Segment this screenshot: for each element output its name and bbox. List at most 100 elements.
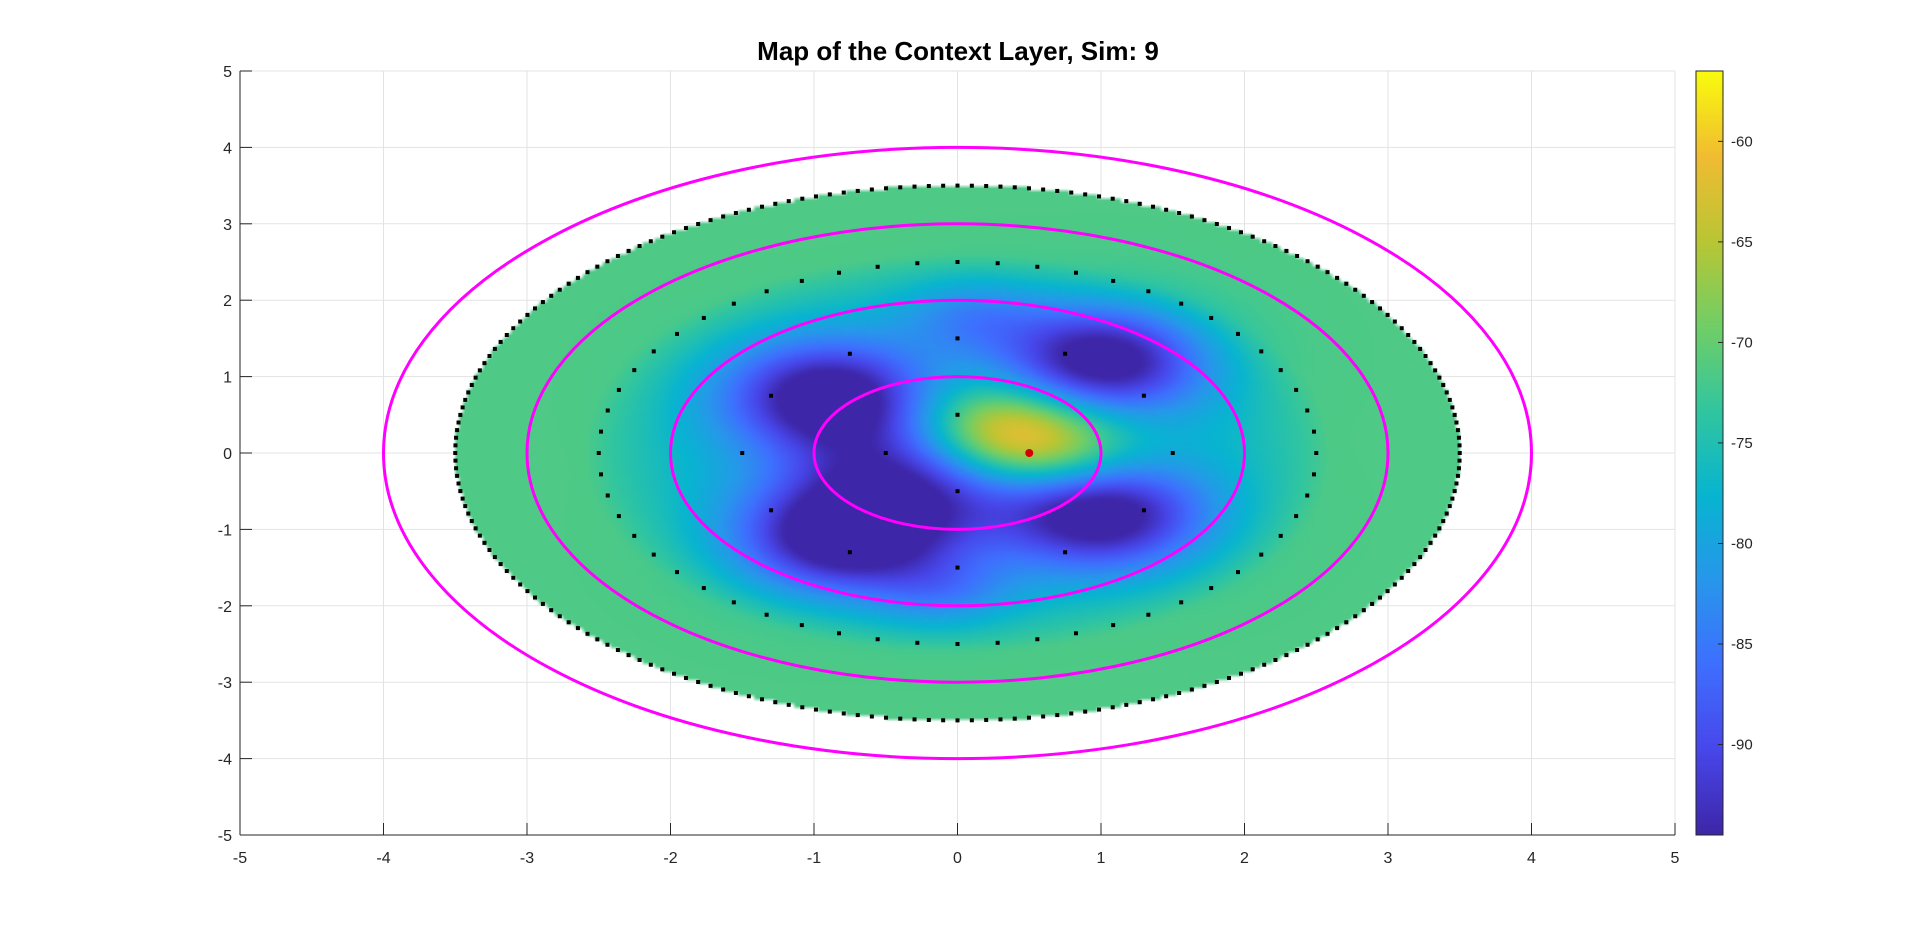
node-point bbox=[455, 428, 460, 433]
node-point bbox=[1250, 667, 1255, 672]
node-point bbox=[660, 667, 665, 672]
colorbar-tick-label: -65 bbox=[1731, 234, 1753, 251]
node-point bbox=[599, 472, 604, 477]
node-point bbox=[1428, 540, 1433, 545]
node-point bbox=[764, 289, 769, 294]
node-point bbox=[1444, 390, 1449, 395]
node-point bbox=[759, 204, 764, 209]
node-point bbox=[460, 496, 465, 501]
x-tick-label: -2 bbox=[663, 850, 677, 867]
node-point bbox=[827, 192, 832, 197]
colorbar: -60 -65 -70 -75 -80 -85 -90 bbox=[1695, 70, 1753, 836]
node-point bbox=[883, 451, 888, 455]
y-tick-label: -4 bbox=[218, 752, 232, 769]
node-point bbox=[955, 489, 960, 494]
node-point bbox=[1111, 278, 1116, 283]
node-point bbox=[701, 315, 706, 320]
node-point bbox=[683, 226, 688, 231]
node-point bbox=[453, 443, 458, 448]
node-point bbox=[1437, 526, 1442, 531]
node-point bbox=[1273, 243, 1278, 248]
node-point bbox=[518, 319, 523, 324]
colorbar-tick-label: -80 bbox=[1731, 535, 1753, 552]
x-tick-label: -5 bbox=[233, 850, 247, 867]
node-point bbox=[1406, 568, 1411, 573]
node-point bbox=[769, 393, 774, 398]
node-point bbox=[1370, 601, 1375, 606]
node-point bbox=[456, 420, 461, 425]
node-point bbox=[463, 504, 468, 509]
y-tick-label: -2 bbox=[218, 599, 232, 616]
node-point bbox=[813, 194, 818, 199]
node-point bbox=[1073, 631, 1078, 636]
node-point bbox=[1295, 648, 1300, 653]
node-point bbox=[651, 552, 656, 557]
node-point bbox=[1454, 481, 1459, 486]
node-point bbox=[632, 533, 637, 538]
node-point bbox=[525, 312, 530, 317]
node-point bbox=[969, 183, 974, 188]
node-point bbox=[1315, 264, 1320, 269]
node-point bbox=[1335, 626, 1340, 631]
node-point bbox=[1063, 351, 1068, 356]
node-point bbox=[585, 270, 590, 275]
node-point bbox=[847, 550, 852, 555]
node-point bbox=[504, 333, 509, 338]
node-point bbox=[1035, 637, 1040, 642]
node-point bbox=[575, 275, 580, 280]
node-point bbox=[672, 671, 677, 676]
node-point bbox=[847, 351, 852, 356]
node-point bbox=[651, 349, 656, 354]
node-point bbox=[764, 612, 769, 617]
node-point bbox=[1455, 473, 1460, 478]
ring-r2 bbox=[669, 298, 1246, 608]
colorbar-tick-label: -60 bbox=[1731, 133, 1753, 150]
node-point bbox=[458, 412, 463, 417]
node-point bbox=[721, 687, 726, 692]
node-point bbox=[955, 183, 960, 188]
node-point bbox=[1214, 679, 1219, 684]
node-point bbox=[773, 201, 778, 206]
node-point bbox=[473, 375, 478, 380]
node-point bbox=[1284, 248, 1289, 253]
node-point bbox=[1457, 443, 1462, 448]
node-point bbox=[869, 187, 874, 192]
node-point bbox=[1418, 346, 1423, 351]
node-point bbox=[884, 715, 889, 720]
node-point bbox=[1097, 194, 1102, 199]
node-point bbox=[740, 451, 745, 455]
node-point bbox=[599, 429, 604, 434]
node-point bbox=[1278, 368, 1283, 373]
node-point bbox=[955, 412, 960, 417]
node-point bbox=[1214, 222, 1219, 227]
ring-r1 bbox=[812, 375, 1103, 531]
node-point bbox=[1055, 188, 1060, 193]
x-tick-label: 3 bbox=[1384, 850, 1393, 867]
node-point bbox=[1146, 289, 1151, 294]
node-point bbox=[1385, 312, 1390, 317]
node-point bbox=[605, 493, 610, 498]
node-point bbox=[799, 278, 804, 283]
node-point bbox=[1055, 713, 1060, 718]
y-tick-label: 1 bbox=[223, 370, 232, 387]
y-tick-label: -3 bbox=[218, 675, 232, 692]
node-point bbox=[1069, 190, 1074, 195]
node-point bbox=[1235, 570, 1240, 575]
node-point bbox=[1441, 383, 1446, 388]
node-point bbox=[984, 717, 989, 722]
node-point bbox=[518, 582, 523, 587]
node-point bbox=[1137, 201, 1142, 206]
node-point bbox=[1073, 270, 1078, 275]
node-point bbox=[721, 214, 726, 219]
node-point bbox=[683, 675, 688, 680]
node-point bbox=[595, 264, 600, 269]
ring-r4 bbox=[382, 145, 1533, 761]
node-point bbox=[1083, 192, 1088, 197]
node-point bbox=[1262, 239, 1267, 244]
node-point bbox=[1026, 186, 1031, 191]
node-point bbox=[1164, 694, 1169, 699]
node-point bbox=[998, 717, 1003, 722]
node-point bbox=[1209, 315, 1214, 320]
node-point bbox=[1447, 504, 1452, 509]
node-point bbox=[605, 642, 610, 647]
